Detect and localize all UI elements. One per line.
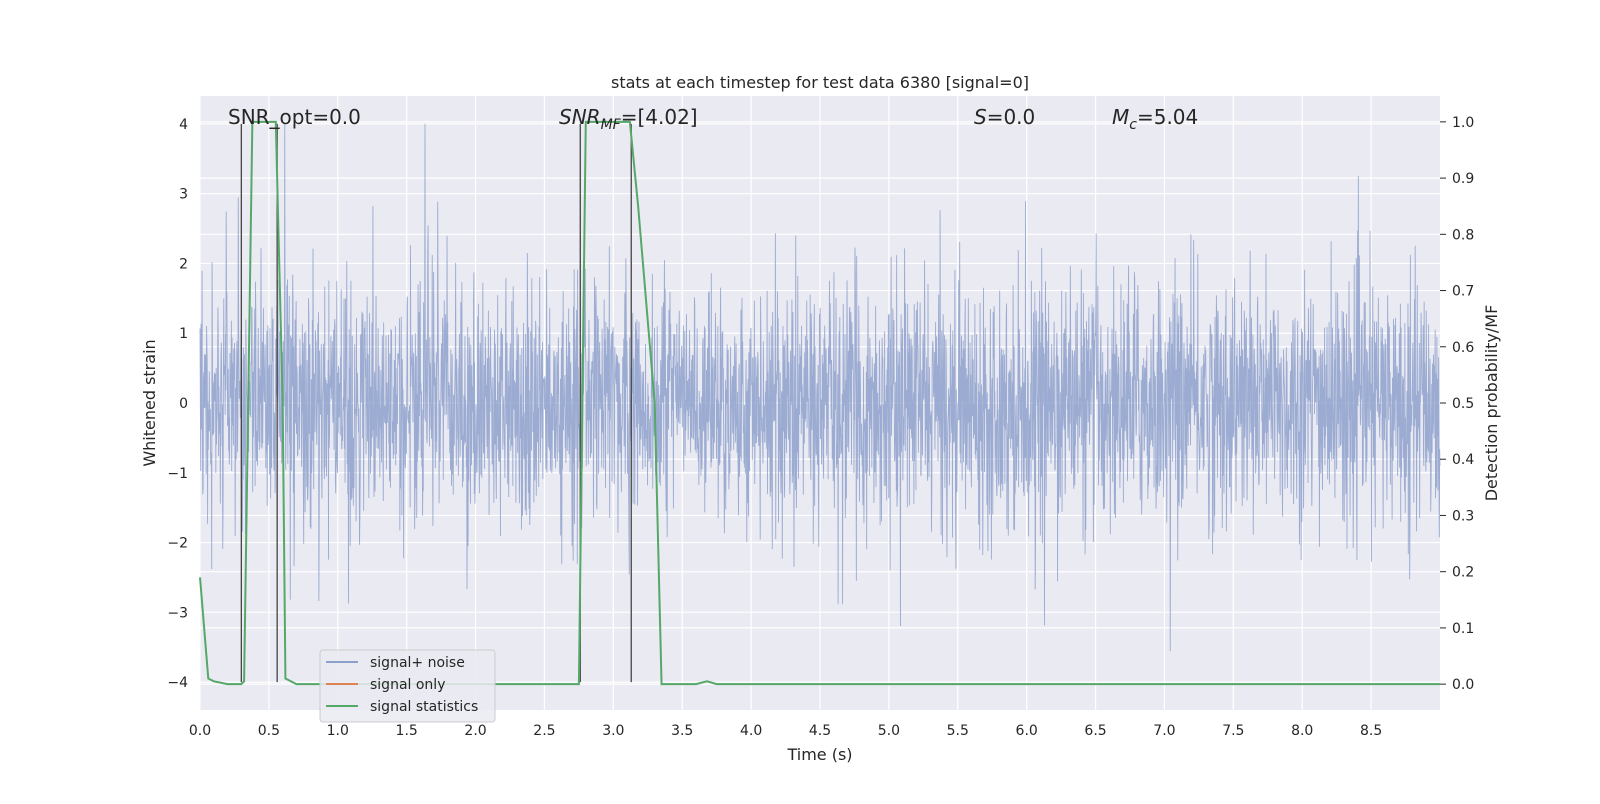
s-annotation: S=0.0 [974,105,1035,129]
x-tick-label: 4.5 [809,723,831,739]
mc-annotation: Mc=5.04 [1112,105,1198,133]
x-tick-label: 1.0 [327,723,349,739]
signal-statistics-line [199,120,1440,686]
x-tick-label: 5.0 [878,723,900,739]
snr-mf-annotation: SNRMF=[4.02] [559,105,698,133]
y-tick-label: −2 [167,536,188,552]
s-value: =0.0 [987,105,1036,129]
y2-tick-label: 0.5 [1452,396,1474,412]
legend-label-signal-only: signal only [370,677,445,693]
legend-label-signal-noise: signal+ noise [370,655,465,671]
y2-tick-label: 0.6 [1452,340,1474,356]
signal-statistics-series [199,120,1440,686]
x-tick-label: 3.0 [602,723,624,739]
x-tick-label: 0.5 [258,723,280,739]
x-tick-label: 8.5 [1360,723,1382,739]
x-tick-label: 2.0 [464,723,486,739]
legend-label-signal-statistics: signal statistics [370,699,478,715]
x-tick-label: 8.0 [1291,723,1313,739]
y2-tick-label: 0.9 [1452,171,1474,187]
tick-labels: 0.0 0.5 1.0 1.5 2.0 2.5 3.0 3.5 4.0 4.5 5.0 5.5 6.0 6… [167,115,1474,739]
mc-symbol: M [1112,105,1129,129]
y2-tick-label: 0.1 [1452,621,1474,637]
y2-tick-label: 0.8 [1452,227,1474,243]
y-tick-label: −3 [167,605,188,621]
x-tick-label: 7.0 [1153,723,1175,739]
y-tick-label: 0 [179,396,188,412]
y-tick-label: 2 [179,256,188,272]
signal-noise-line [199,123,1441,652]
mc-subscript: c [1129,117,1137,133]
x-tick-label: 0.0 [189,723,211,739]
grid [199,96,1440,710]
mc-value: =5.04 [1137,105,1198,129]
y2-tick-label: 0.2 [1452,565,1474,581]
x-tick-label: 5.5 [947,723,969,739]
chart-title: stats at each timestep for test data 638… [611,73,1029,92]
y-tick-label: −1 [167,466,188,482]
y-tick-label: −4 [167,675,188,691]
x-axis-label: Time (s) [786,745,852,764]
y2-tick-label: 0.0 [1452,677,1474,693]
x-tick-label: 2.5 [533,723,555,739]
y2-tick-label: 0.7 [1452,284,1474,300]
x-tick-label: 6.0 [1016,723,1038,739]
x-tick-label: 6.5 [1084,723,1106,739]
snr-mf-subscript: MF [601,117,622,133]
y2-tick-label: 1.0 [1452,115,1474,131]
x-tick-label: 1.5 [396,723,418,739]
x-tick-label: 4.0 [740,723,762,739]
x-tick-label: 7.5 [1222,723,1244,739]
snr-mf-symbol: SNR [559,105,601,129]
legend-box [319,649,496,723]
snr-mf-value: =[4.02] [621,105,698,129]
snr-opt-annotation: SNR_opt=0.0 [228,105,361,129]
y-tick-label: 3 [179,187,188,203]
y-axis-label: Whitened strain [140,339,159,466]
y-tick-label: 4 [179,117,188,133]
y2-tick-label: 0.3 [1452,508,1474,524]
y-tick-label: 1 [179,326,188,342]
legend: signal+ noise signal only signal statist… [319,649,496,723]
signal-noise-series [199,123,1441,652]
s-symbol: S [974,105,987,129]
y2-axis-label: Detection probability/MF [1482,305,1501,502]
x-tick-label: 3.5 [671,723,693,739]
y2-tick-label: 0.4 [1452,452,1474,468]
